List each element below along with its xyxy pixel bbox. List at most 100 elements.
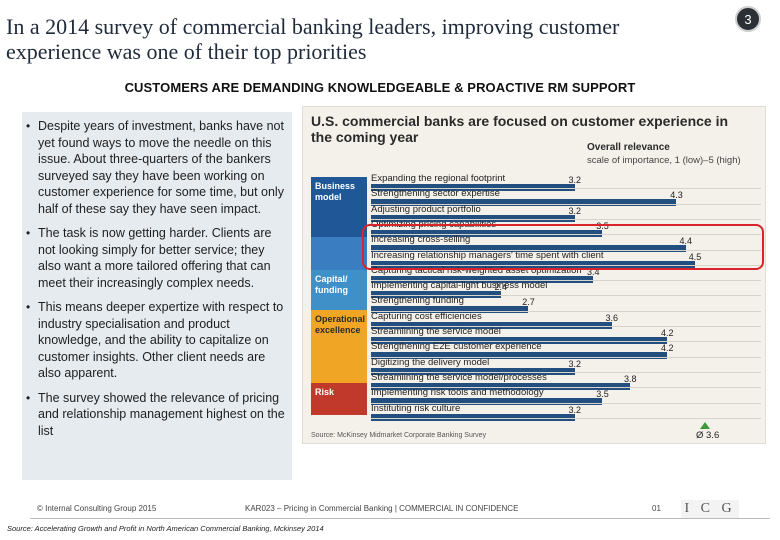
bar-value-label: 3.4 — [587, 266, 600, 277]
row-separator — [371, 188, 761, 190]
category-capital-funding: Capital/ funding — [311, 270, 367, 310]
bullet-text: The survey showed the relevance of prici… — [38, 390, 285, 438]
bullet-panel: • Despite years of investment, banks have… — [22, 112, 292, 480]
average-label: Ø 3.6 — [696, 430, 720, 441]
category-business-model: Business model — [311, 177, 367, 237]
bullet-dot-icon: • — [26, 226, 31, 240]
footer-copyright: © Internal Consulting Group 2015 — [37, 504, 157, 513]
chart-title: U.S. commercial banks are focused on cus… — [311, 113, 729, 145]
icg-logo: I C G — [681, 500, 739, 518]
bar — [371, 413, 575, 421]
bar — [371, 260, 695, 268]
row-separator — [371, 387, 761, 389]
bar — [371, 367, 575, 375]
bar-value-label: 4.5 — [688, 251, 702, 262]
row-label: Capturing tactical risk-weighted asset o… — [371, 264, 582, 276]
row-label: Strengthening E2E customer experience — [371, 341, 542, 353]
row-label: Digitizing the delivery model — [371, 356, 490, 368]
row-label: Increasing cross-selling — [371, 234, 471, 246]
bar — [371, 275, 593, 283]
bullet-text: Despite years of investment, banks have … — [38, 119, 284, 216]
bar-value-label: 4.2 — [661, 328, 674, 338]
row-separator — [371, 341, 761, 343]
bar-value-label: 4.4 — [679, 236, 693, 247]
bar — [371, 321, 612, 329]
row-label: Implementing capital-light business mode… — [371, 280, 548, 292]
column-header: Overall relevance — [587, 142, 670, 153]
row-label: Streamlining the service model — [371, 326, 501, 337]
highlight-frame — [362, 224, 764, 270]
bullet-list: • Despite years of investment, banks have… — [22, 118, 288, 439]
row-separator — [371, 203, 761, 205]
row-separator — [371, 310, 761, 312]
row-separator — [371, 402, 761, 404]
bullet-item: • The task is now getting harder. Clients… — [22, 225, 288, 291]
bullet-dot-icon: • — [26, 300, 31, 314]
row-separator — [371, 264, 761, 266]
row-label: Instituting risk culture — [371, 402, 461, 414]
bullet-dot-icon: • — [26, 390, 31, 405]
bar-value-label: 4.3 — [670, 190, 683, 201]
row-separator — [371, 280, 761, 282]
row-separator — [371, 417, 761, 419]
section-subtitle: CUSTOMERS ARE DEMANDING KNOWLEDGEABLE & … — [0, 80, 780, 95]
row-label: Streamlining the service model/processes — [371, 371, 547, 383]
bar — [371, 184, 575, 191]
footer: © Internal Consulting Group 2015 KAR023 … — [0, 500, 780, 519]
category-risk: Risk — [311, 383, 367, 415]
row-label: Expanding the regional footprint — [371, 173, 506, 184]
bar — [371, 214, 575, 222]
column-subheader: scale of importance, 1 (low)–5 (high) — [587, 155, 741, 166]
bar — [371, 337, 667, 344]
bar-value-label: 3.8 — [624, 373, 637, 384]
category-operational-excellence: Operational excellence — [311, 310, 367, 383]
bar-value-label: 3.2 — [568, 175, 582, 185]
row-label: Strengthening funding — [371, 295, 464, 307]
bullet-text: The task is now getting harder. Clients … — [38, 226, 272, 290]
footer-document-title: KAR023 – Pricing in Commercial Banking |… — [245, 504, 519, 513]
row-separator — [371, 356, 761, 358]
row-label: Implementing risk tools and methodology — [371, 387, 544, 399]
bar-value-label: 3.2 — [568, 404, 582, 415]
bullet-item: • The survey showed the relevance of pric… — [22, 390, 288, 440]
bar — [371, 352, 667, 360]
source-note: Source: Accelerating Growth and Profit i… — [7, 524, 324, 533]
bar-value-label: 3.2 — [568, 205, 582, 216]
bar — [371, 382, 630, 390]
bar — [371, 398, 603, 406]
bar — [371, 291, 501, 299]
bullet-item: • This means deeper expertize with respec… — [22, 299, 288, 382]
footer-divider — [30, 518, 770, 519]
row-separator — [371, 326, 761, 327]
row-label: Adjusting product portfolio — [371, 203, 481, 215]
page-number-badge: 3 — [735, 6, 761, 32]
bullet-dot-icon: • — [26, 119, 31, 133]
bar-value-label: 3.6 — [605, 312, 619, 323]
section-subtitle-text: CUSTOMERS ARE DEMANDING KNOWLEDGEABLE & … — [124, 80, 636, 95]
bullet-text: This means deeper expertize with respect… — [38, 300, 284, 380]
bar-value-label: 3.5 — [596, 389, 609, 400]
bar-value-label: 4.2 — [661, 343, 674, 354]
average-marker-icon — [700, 422, 710, 429]
bar-value-label: 3.2 — [568, 358, 582, 369]
row-label: Strengthening sector expertise — [371, 188, 500, 200]
slide-title: In a 2014 survey of commercial banking l… — [6, 14, 620, 64]
bar — [371, 229, 603, 237]
row-label: Capturing cost efficiencies — [371, 310, 482, 322]
survey-bar-chart: U.S. commercial banks are focused on cus… — [302, 106, 766, 444]
chart-source: Source: McKinsey Midmarket Corporate Ban… — [311, 432, 487, 439]
row-label: Increasing relationship managers' time s… — [371, 249, 604, 261]
bar-value-label: 2.4 — [494, 282, 508, 293]
bar — [371, 306, 529, 314]
row-separator — [371, 295, 761, 297]
row-separator — [371, 249, 761, 251]
bar — [371, 199, 677, 207]
row-separator — [371, 371, 761, 373]
bar — [371, 245, 686, 253]
category-business-model-highlight-band — [311, 237, 367, 270]
row-separator — [371, 218, 761, 220]
bullet-item: • Despite years of investment, banks have… — [22, 118, 288, 217]
footer-page-number: 01 — [652, 504, 661, 513]
bar-value-label: 2.7 — [522, 297, 535, 308]
row-separator — [371, 234, 761, 236]
